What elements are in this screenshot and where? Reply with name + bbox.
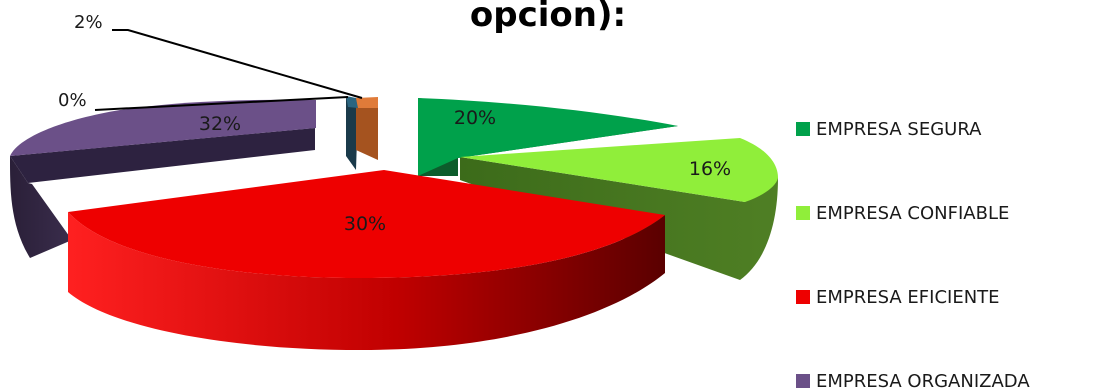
slice-empresa-eficiente-side <box>68 212 665 350</box>
slice-empresa-organizada-front <box>10 128 315 183</box>
slice-empresa-organizada-top <box>10 99 316 156</box>
slice-empresa-eficiente-top <box>68 170 665 278</box>
slice-small-orange-top <box>356 97 378 108</box>
slice-empresa-segura-top <box>418 98 678 176</box>
data-label-empresa-segura: 20% <box>454 107 496 129</box>
slice-small-orange-side <box>356 98 378 160</box>
legend-swatch-empresa-confiable <box>796 206 810 220</box>
slice-empresa-confiable-top <box>460 138 778 202</box>
legend-label-empresa-confiable: EMPRESA CONFIABLE <box>816 203 1009 224</box>
slice-small-blue-side <box>346 96 358 170</box>
legend: EMPRESA SEGURA EMPRESA CONFIABLE EMPRESA… <box>796 119 1030 392</box>
slice-small-blue-top <box>346 96 358 108</box>
legend-swatch-empresa-organizada <box>796 374 810 388</box>
data-label-empresa-confiable: 16% <box>689 158 731 180</box>
legend-label-empresa-segura: EMPRESA SEGURA <box>816 119 982 140</box>
legend-label-empresa-eficiente: EMPRESA EFICIENTE <box>816 287 1000 308</box>
data-label-small-2: 2% <box>74 12 103 33</box>
slice-empresa-organizada-side <box>10 156 72 258</box>
chart-title: opcion): <box>470 0 626 35</box>
data-label-empresa-eficiente: 30% <box>344 213 386 235</box>
leader-line-0 <box>94 96 349 111</box>
legend-swatch-empresa-segura <box>796 122 810 136</box>
legend-label-empresa-organizada: EMPRESA ORGANIZADA <box>816 371 1030 392</box>
data-label-small-0: 0% <box>58 90 87 111</box>
data-label-empresa-organizada: 32% <box>199 113 241 135</box>
legend-swatch-empresa-eficiente <box>796 290 810 304</box>
leader-line-2 <box>112 29 363 99</box>
